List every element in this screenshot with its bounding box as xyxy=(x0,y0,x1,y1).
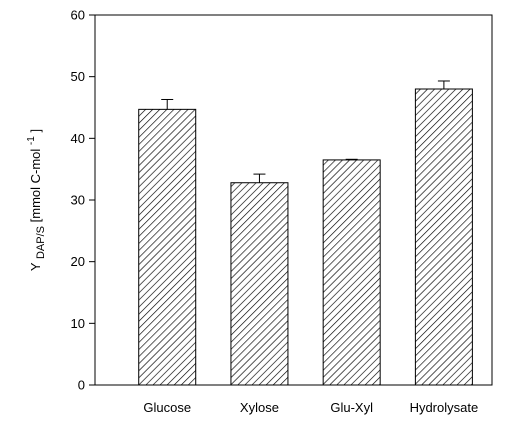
bar-glu-xyl xyxy=(322,159,381,386)
bar-xylose xyxy=(230,182,289,386)
y-axis-title-unit: [mmol C-mol xyxy=(28,149,43,223)
x-tick-label: Hydrolysate xyxy=(410,400,479,415)
error-bars-group xyxy=(161,80,450,183)
bar-hydrolysate xyxy=(414,88,473,386)
y-tick-label: 30 xyxy=(71,193,85,208)
y-axis-title-subscript: DAP/S xyxy=(35,226,47,259)
y-axis-title: Y DAP/S [mmol C-mol -1 ] xyxy=(22,129,47,271)
bars-group xyxy=(138,88,473,386)
y-tick-label: 60 xyxy=(71,8,85,23)
y-axis: 0 10 20 30 40 50 60 xyxy=(71,8,95,393)
x-tick-label: Glu-Xyl xyxy=(330,400,373,415)
y-tick-label: 40 xyxy=(71,131,85,146)
x-tick-label: Glucose xyxy=(143,400,191,415)
y-tick-label: 10 xyxy=(71,316,85,331)
y-axis-title-suffix: ] xyxy=(28,129,43,133)
y-tick-label: 20 xyxy=(71,254,85,269)
y-tick-label: 50 xyxy=(71,69,85,84)
x-tick-label: Xylose xyxy=(240,400,279,415)
x-axis: Glucose Xylose Glu-Xyl Hydrolysate xyxy=(143,400,478,415)
y-axis-title-base: Y xyxy=(28,262,43,271)
bar-glucose xyxy=(138,108,197,386)
y-axis-title-superscript: -1 xyxy=(26,136,37,145)
y-tick-label: 0 xyxy=(78,378,85,393)
